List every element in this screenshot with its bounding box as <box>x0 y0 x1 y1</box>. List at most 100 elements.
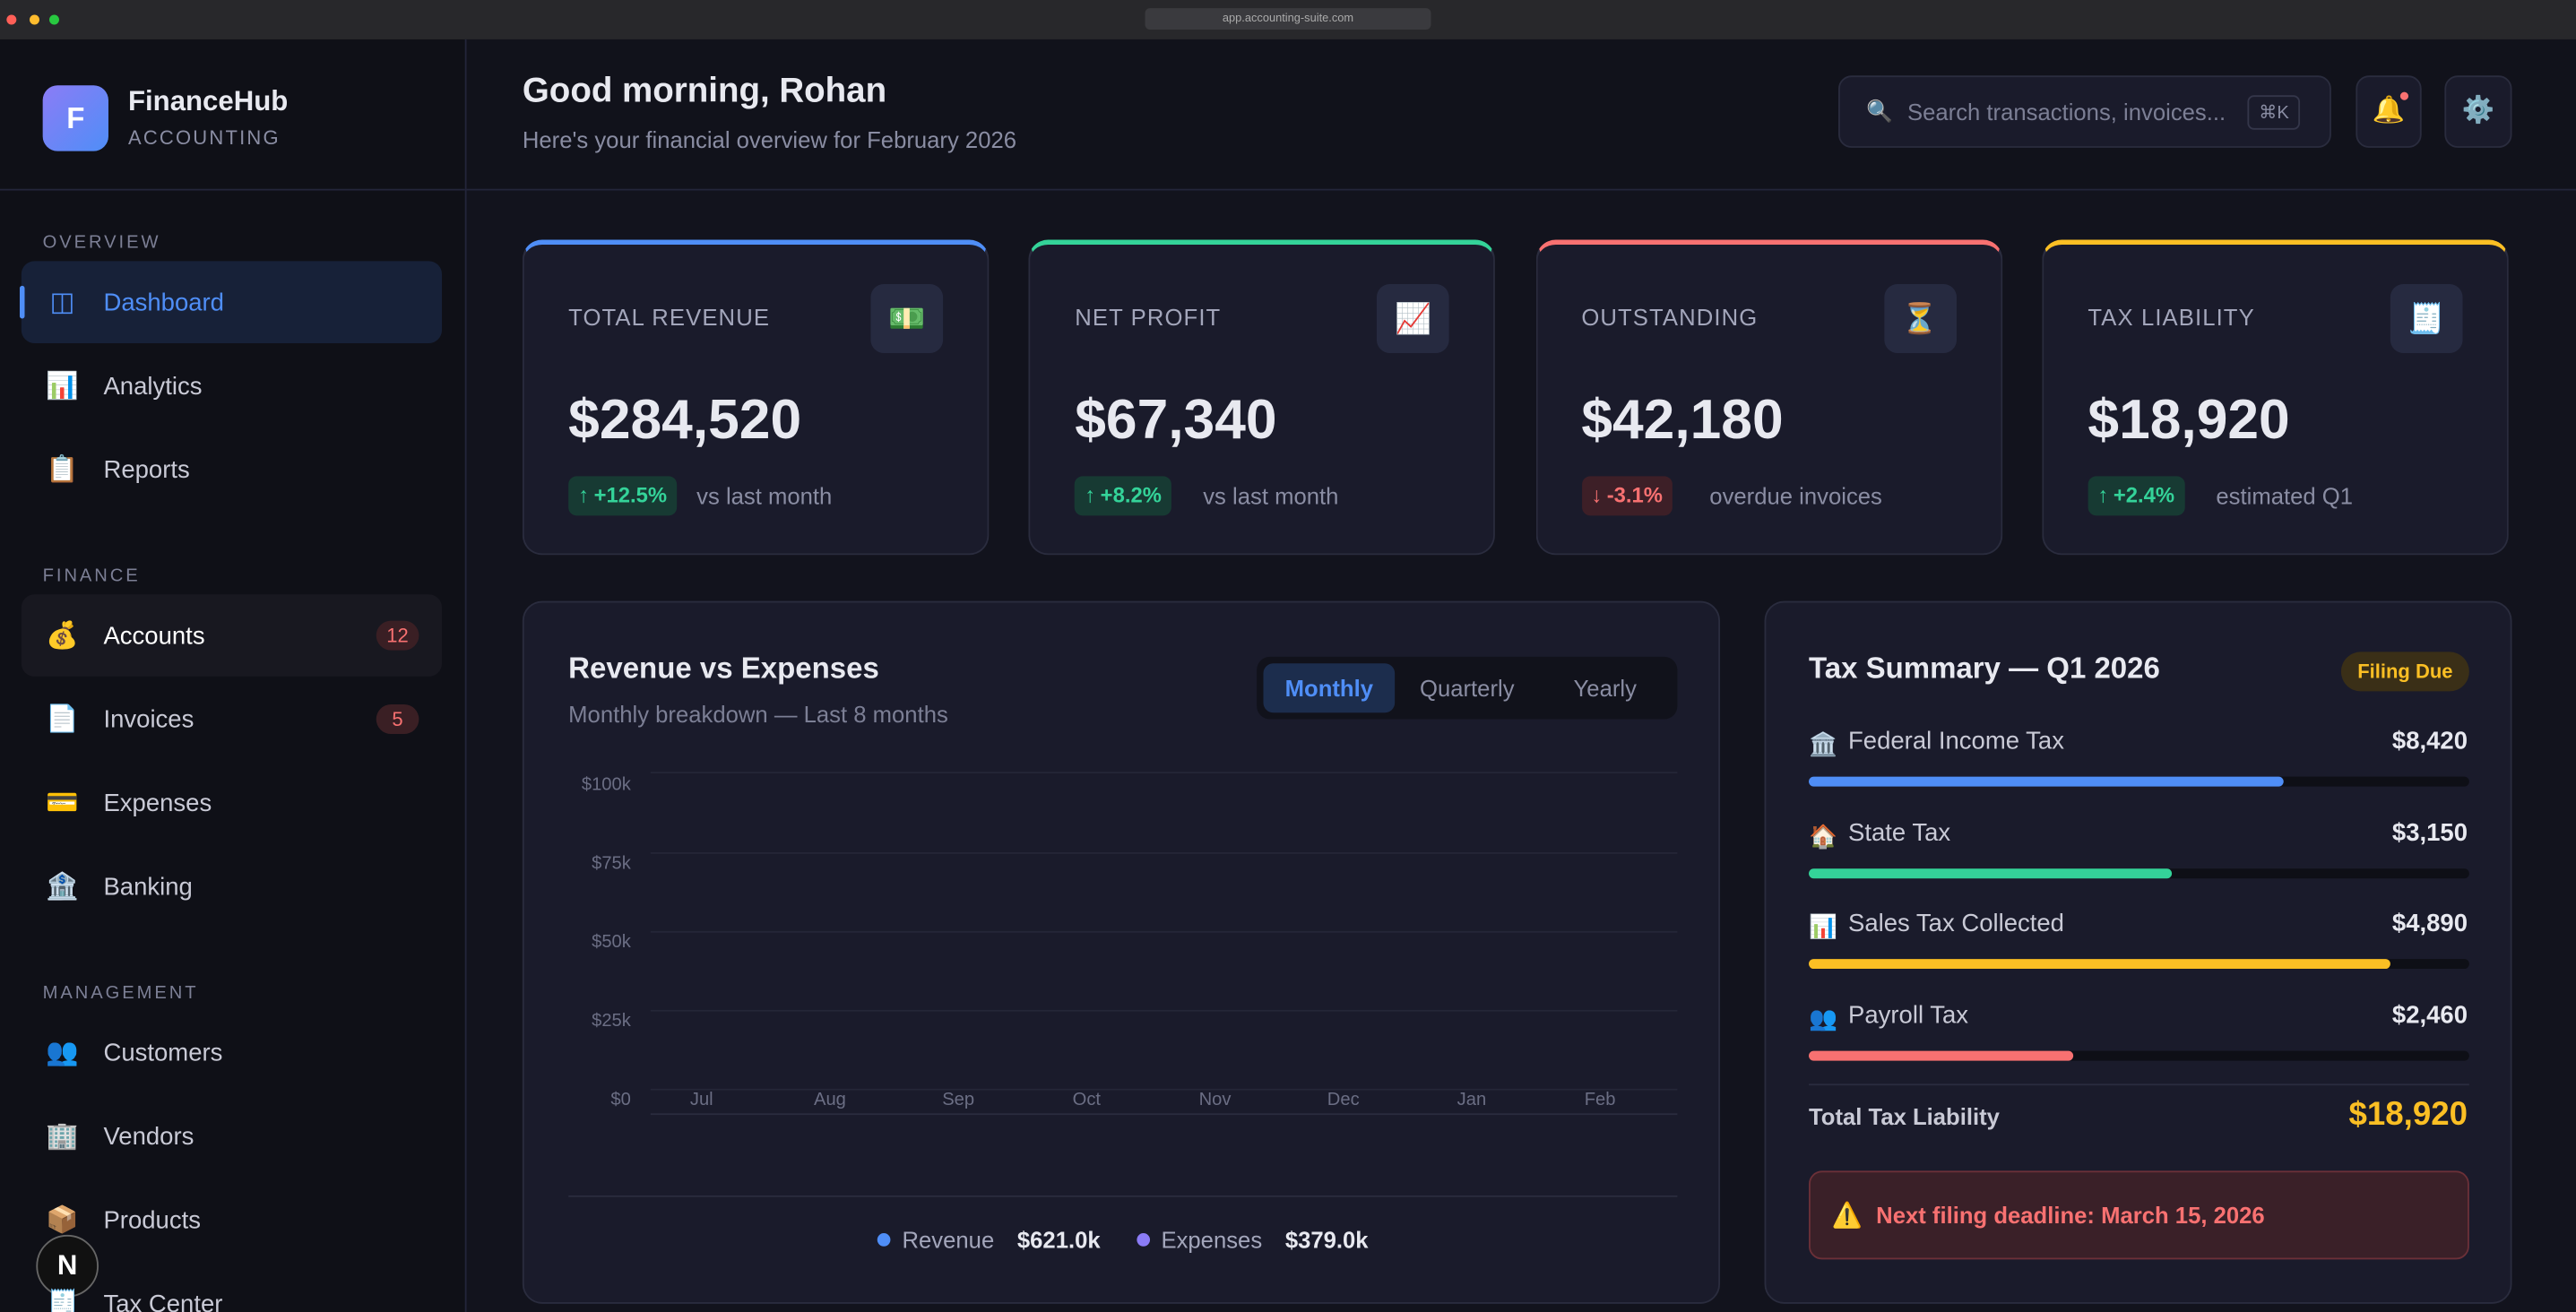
nav-label: Dashboard <box>103 288 224 316</box>
section-title: MANAGEMENT <box>42 983 199 1004</box>
filing-badge: Filing Due <box>2340 652 2469 692</box>
tax-amount: $8,420 <box>2391 727 2468 755</box>
nav-label: Accounts <box>103 621 205 650</box>
divider <box>1809 1083 2469 1086</box>
nav-item[interactable]: 💳 Expenses <box>22 762 442 844</box>
card-value: $18,920 <box>2088 389 2290 452</box>
search-icon: 🔍 <box>1866 98 1893 124</box>
card-icon: 💵 <box>870 283 944 353</box>
nav-label: Banking <box>103 872 193 902</box>
deadline-alert: ⚠️ Next filing deadline: March 15, 2026 <box>1809 1170 2469 1260</box>
stat-card: TOTAL REVENUE 💵 $284,520 ↑ +12.5% vs last mon… <box>522 239 990 556</box>
nav-item[interactable]: 🏦 Banking <box>22 846 442 928</box>
header: Good morning, Rohan Here's your financia… <box>466 39 2576 191</box>
section-title: FINANCE <box>42 566 141 587</box>
nav-badge: 5 <box>376 704 419 735</box>
maximize-dot[interactable] <box>48 14 59 25</box>
avatar[interactable]: N <box>36 1234 99 1298</box>
tax-icon: 🏛️ <box>1809 730 1837 757</box>
divider <box>0 188 465 191</box>
nav-item[interactable]: 🧾 Tax Center <box>22 1263 442 1312</box>
brand: FinanceHub <box>127 85 289 117</box>
nav-label: Reports <box>103 455 190 484</box>
x-axis-label: Dec <box>1327 1090 1360 1110</box>
legend-name: Revenue <box>902 1226 995 1254</box>
change-chip: ↑ +2.4% <box>2088 476 2185 516</box>
alert-icon: ⚠️ <box>1831 1202 1863 1230</box>
nav-icon: 🏦 <box>46 873 79 902</box>
grid-line <box>650 1088 1678 1091</box>
card-note: overdue invoices <box>1709 482 1882 510</box>
legend-swatch <box>1136 1233 1150 1247</box>
nav-item[interactable]: 📦 Products <box>22 1179 442 1262</box>
total-value: $18,920 <box>2348 1096 2468 1134</box>
nav-item[interactable]: 💰 Accounts 12 <box>21 594 443 677</box>
nav-icon: ◫ <box>49 289 75 317</box>
nav-icon: 💳 <box>46 790 79 818</box>
nav-icon: 📄 <box>46 705 79 735</box>
card-label: TOTAL REVENUE <box>568 303 771 331</box>
legend-item: Expenses $379.0k <box>1136 1227 1369 1253</box>
tab[interactable]: Monthly <box>1263 663 1396 713</box>
nav-item[interactable]: 📄 Invoices 5 <box>22 678 442 761</box>
settings-button[interactable]: ⚙️ <box>2444 75 2512 148</box>
chart-subtitle: Monthly breakdown — Last 8 months <box>568 701 948 728</box>
card-value: $284,520 <box>568 389 802 452</box>
notifications-button[interactable]: 🔔 <box>2356 75 2422 148</box>
nav-badge: 12 <box>376 620 419 651</box>
progress-track <box>1809 776 2469 787</box>
legend-swatch <box>877 1233 891 1247</box>
minimize-dot[interactable] <box>29 14 39 25</box>
change-arrow: ↑ <box>1085 482 1096 508</box>
tab[interactable]: Yearly <box>1573 675 1637 702</box>
grid-line <box>650 772 1678 774</box>
tab[interactable]: Quarterly <box>1419 675 1515 702</box>
total-label: Total Tax Liability <box>1809 1103 2000 1130</box>
y-axis-label: $75k <box>592 853 631 874</box>
section-title: OVERVIEW <box>42 233 161 254</box>
nav-item[interactable]: 📊 Analytics <box>22 345 442 427</box>
change-value: +12.5% <box>593 482 668 508</box>
nav-item[interactable]: ◫ Dashboard <box>19 261 443 343</box>
card-value: $42,180 <box>1581 389 1784 452</box>
progress-track <box>1809 959 2469 970</box>
tagline: ACCOUNTING <box>127 126 281 150</box>
grid-line <box>650 851 1678 854</box>
active-indicator <box>19 285 25 319</box>
progress-fill <box>1809 776 2285 787</box>
stat-card: TAX LIABILITY 🧾 $18,920 ↑ +2.4% estimated Q1 <box>2042 239 2509 556</box>
change-value: -3.1% <box>1606 482 1664 508</box>
card-label: TAX LIABILITY <box>2088 303 2255 331</box>
stat-card: NET PROFIT 📈 $67,340 ↑ +8.2% vs last month <box>1028 239 1496 556</box>
search-box[interactable]: 🔍 Search transactions, invoices... ⌘K <box>1838 75 2331 148</box>
stat-card: OUTSTANDING ⏳ $42,180 ↓ -3.1% overdue invoice… <box>1535 239 2002 556</box>
tax-amount: $4,890 <box>2391 910 2468 938</box>
tax-amount: $2,460 <box>2391 1001 2468 1031</box>
nav-icon: 👥 <box>46 1039 79 1067</box>
card-value: $67,340 <box>1075 389 1277 452</box>
tax-icon: 📊 <box>1809 913 1837 940</box>
axis-line <box>650 1113 1678 1116</box>
y-axis-label: $100k <box>581 774 631 795</box>
url-bar[interactable]: app.accounting-suite.com <box>1145 8 1431 30</box>
nav-item[interactable]: 👥 Customers <box>22 1012 442 1094</box>
card-icon: 📈 <box>1377 283 1450 353</box>
grid-line <box>650 1009 1678 1012</box>
nav-icon: 📦 <box>46 1206 79 1235</box>
change-chip: ↓ -3.1% <box>1581 476 1673 516</box>
x-axis-label: Aug <box>814 1090 846 1110</box>
greeting: Good morning, Rohan <box>522 72 887 110</box>
x-axis-label: Sep <box>942 1090 975 1110</box>
notification-dot <box>2399 91 2409 100</box>
nav-item[interactable]: 📋 Reports <box>22 428 442 511</box>
progress-fill <box>1809 959 2390 970</box>
card-label: NET PROFIT <box>1075 303 1222 331</box>
card-icon: ⏳ <box>1883 283 1957 353</box>
divider <box>568 1195 1678 1197</box>
nav-icon: 📊 <box>46 372 79 401</box>
nav-item[interactable]: 🏢 Vendors <box>22 1095 442 1178</box>
change-value: +2.4% <box>2113 482 2175 508</box>
close-dot[interactable] <box>6 14 17 25</box>
